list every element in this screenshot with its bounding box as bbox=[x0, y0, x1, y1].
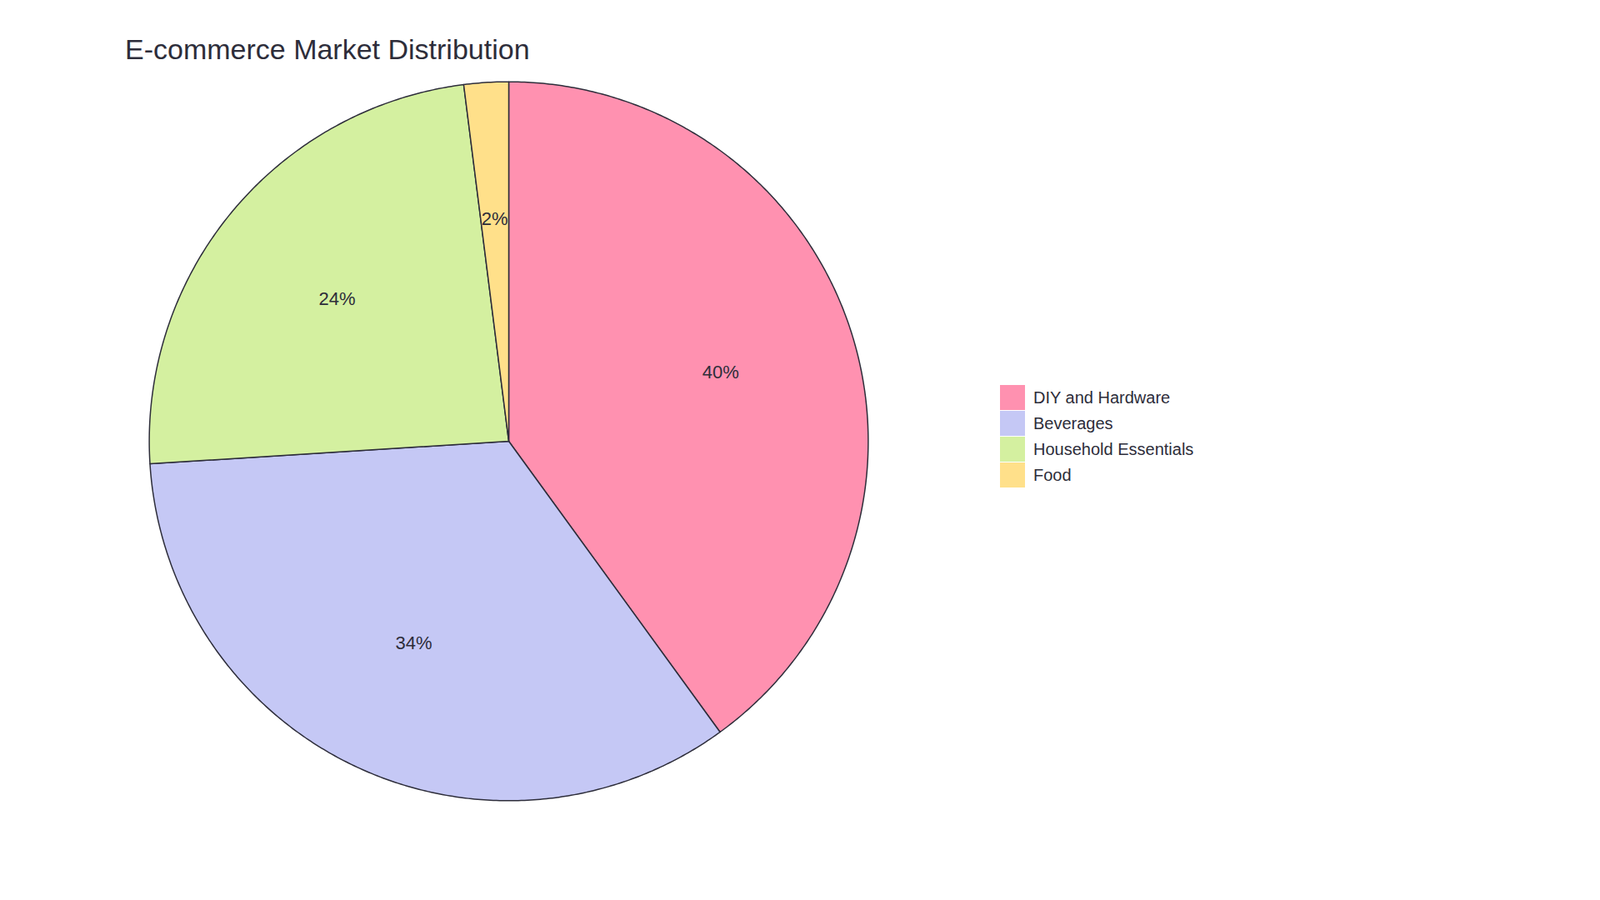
html-text:Food: Food bbox=[1033, 465, 1072, 484]
html-text:DIY and Hardware: DIY and Hardware bbox=[1033, 387, 1171, 407]
svg-text:34%: 34% bbox=[395, 632, 433, 654]
svg-text:24%: 24% bbox=[318, 288, 355, 310]
html-text:Beverages: Beverages bbox=[1033, 413, 1113, 433]
html-text:E-commerce Market Distribution: E-commerce Market Distribution bbox=[125, 33, 530, 65]
svg-text:2%: 2% bbox=[481, 208, 509, 230]
html-text:Household Essentials: Household Essentials bbox=[1033, 439, 1194, 458]
svg-text:40%: 40% bbox=[702, 361, 740, 383]
